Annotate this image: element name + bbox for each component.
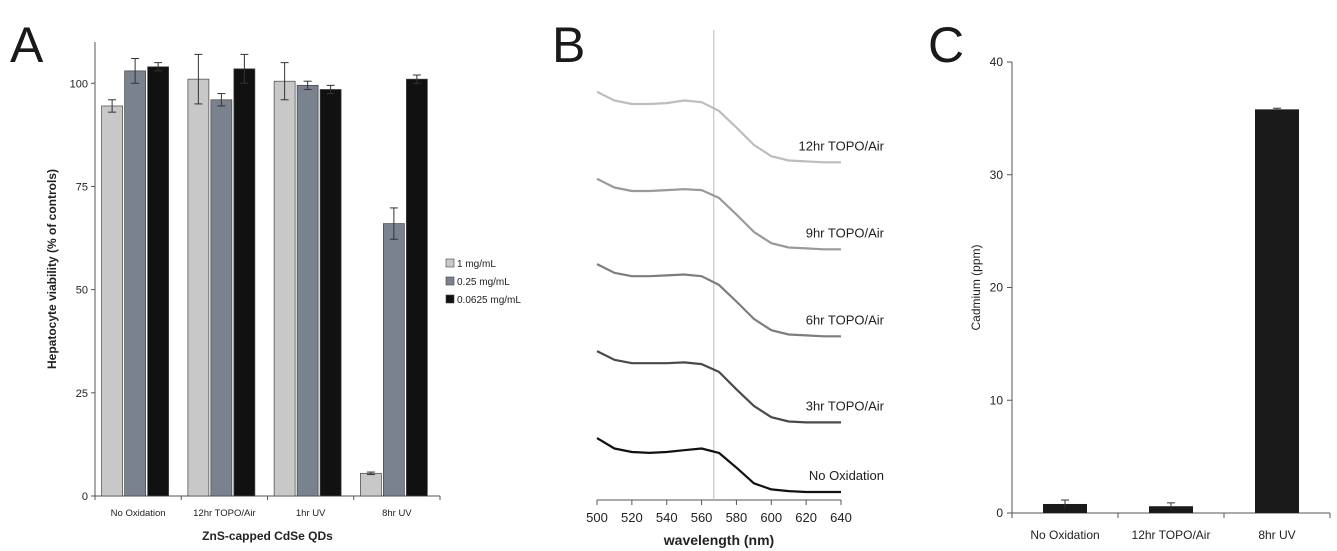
panel-letter-a: A [10,17,44,73]
y-tick-label: 30 [990,168,1004,182]
bar [101,105,123,497]
x-tick-label: 620 [795,510,817,525]
legend-swatch [445,258,455,268]
bar [1043,503,1087,513]
panel-letter-b: B [552,17,585,73]
x-tick-label: No Oxidation [111,508,166,519]
series-label: No Oxidation [809,468,884,483]
bar [147,66,169,497]
x-tick-label: 8hr UV [1258,528,1295,542]
x-tick-label: No Oxidation [1030,528,1099,542]
bar [319,89,342,497]
series-label: 9hr TOPO/Air [806,225,885,240]
series-label: 3hr TOPO/Air [806,398,885,413]
y-tick-label: 0 [996,506,1003,520]
bar [296,84,319,497]
series-label: 6hr TOPO/Air [806,312,885,327]
y-tick-label: 10 [990,393,1004,407]
series-label: 12hr TOPO/Air [799,138,885,153]
bar [210,99,233,497]
series-line [596,90,841,164]
x-tick-label: 500 [586,510,608,525]
legend-swatch [445,294,455,304]
y-axis-title: Cadmium (ppm) [969,244,983,330]
y-tick-label: 40 [990,55,1004,69]
legend-label: 0.25 mg/mL [457,277,510,288]
x-tick-label: 540 [656,510,678,525]
series-line [596,437,841,494]
x-tick-label: 12hr TOPO/Air [193,508,255,519]
bar [383,223,405,497]
x-axis-title: ZnS-capped CdSe QDs [202,529,333,543]
bar [273,80,296,497]
y-tick-label: 75 [76,181,88,193]
panel-letter-c: C [928,17,964,73]
x-tick-label: 640 [830,510,852,525]
x-tick-label: 12hr TOPO/Air [1132,528,1211,542]
series-line [596,263,841,338]
bar [187,78,210,497]
x-tick-label: 560 [691,510,713,525]
legend-label: 0.0625 mg/mL [457,295,521,306]
x-tick-label: 8hr UV [382,508,412,519]
series-line [596,350,841,424]
x-axis-title: wavelength (nm) [663,532,774,548]
panel-c-chart: 0 10 20 30 40 No Oxidation 12hr TOPO/Air 8hr UV… [969,55,1331,542]
panel-b-chart: 500 520 540 560 580 600 620 640 12hr TOPO/Air 9hr… [586,30,885,548]
x-tick-label: 1hr UV [296,508,326,519]
y-tick-label: 25 [76,388,88,400]
y-tick-label: 0 [82,491,88,503]
x-tick-label: 580 [726,510,748,525]
legend-swatch [445,276,455,286]
y-axis-title: Hepatocyte viability (% of controls) [45,169,59,369]
panel-a-chart: 0 25 50 75 100 No Oxidation 12hr TOPO/Air 1hr U… [45,42,521,543]
legend-label: 1 mg/mL [457,259,496,270]
y-tick-label: 20 [990,281,1004,295]
bar [406,78,428,497]
x-tick-label: 520 [621,510,643,525]
bar [233,68,256,497]
x-tick-label: 600 [760,510,782,525]
y-tick-label: 100 [70,78,88,90]
bar [1255,109,1299,513]
y-tick-label: 50 [76,285,88,297]
bar [124,70,146,497]
series-line [596,177,841,251]
bar [360,472,382,497]
